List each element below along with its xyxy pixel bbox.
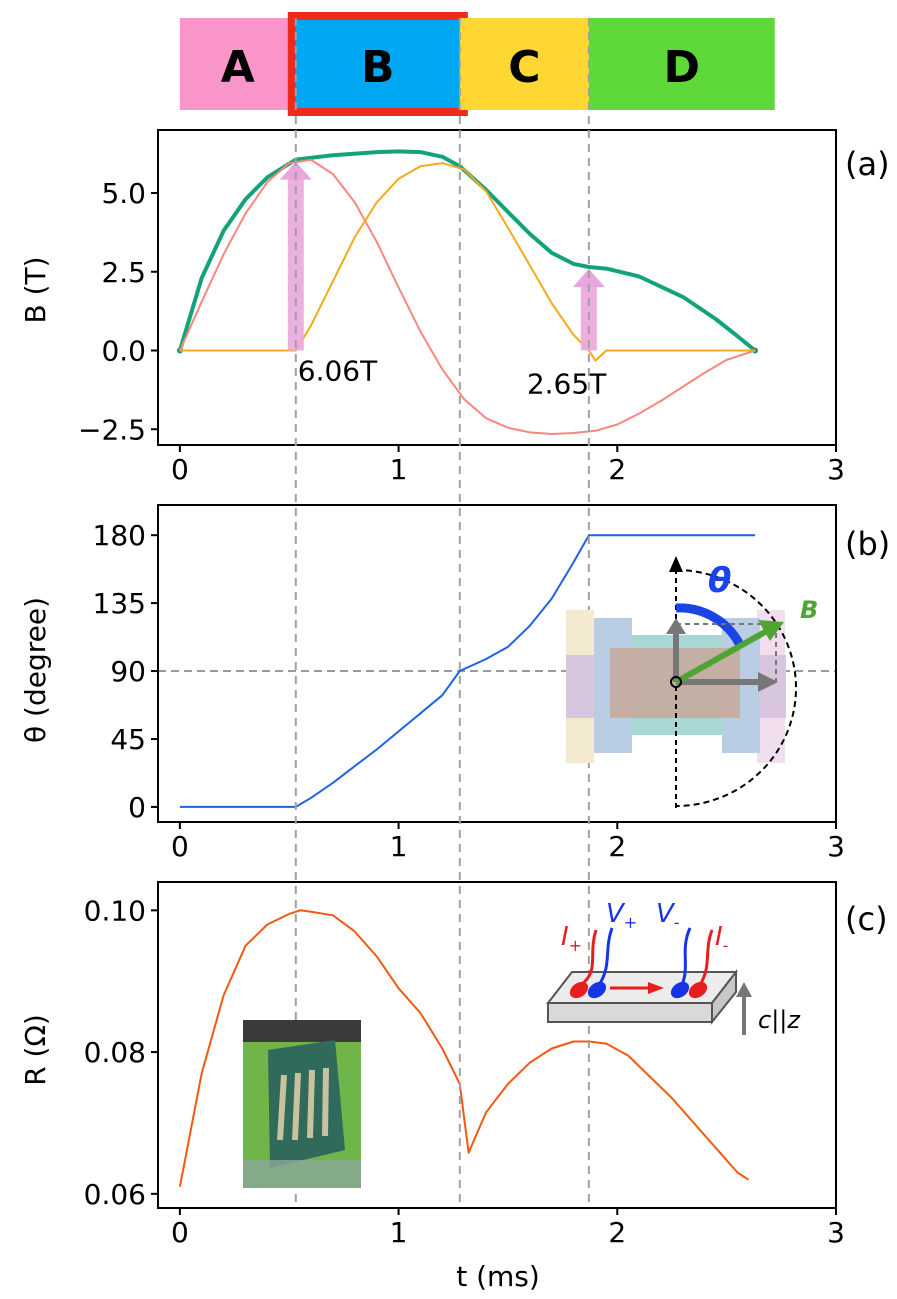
panel-c-resistance-chart: (c) R (Ω) t (ms) 0 1 2 3 0.10 0.08 0.06	[19, 881, 888, 1293]
phase-segment-A	[179, 18, 296, 110]
panel-a-ytick-label-0: 5.0	[101, 177, 146, 210]
c-axis-arrowhead	[736, 982, 752, 997]
slab-front	[547, 1002, 713, 1023]
contact-i-minus	[688, 981, 708, 999]
contact-v-plus	[587, 981, 607, 999]
c-axis-label: c||z	[758, 1006, 801, 1034]
panel-c-label: (c)	[845, 900, 888, 938]
current-arrowhead	[648, 982, 664, 994]
phase-segment-C	[459, 18, 589, 110]
panel-c-xtick-label-2: 2	[608, 1216, 626, 1249]
photo-top-dark	[243, 1020, 361, 1042]
panel-b-series-0	[179, 534, 756, 808]
phase-bar: A B C D	[179, 12, 775, 116]
inset-pad-left-bottom	[566, 718, 594, 763]
panel-b-ytick-label-4: 0	[128, 791, 146, 824]
panel-a-xtick-label-1: 1	[390, 453, 408, 486]
theta-label: θ	[708, 561, 731, 601]
x-axis-label: t (ms)	[456, 1260, 540, 1293]
panel-b-xtick-label-0: 0	[171, 830, 189, 863]
panel-b-xtick-label-2: 2	[608, 830, 626, 863]
b-vector-label: B	[800, 596, 818, 624]
panel-b-xtick-label-1: 1	[390, 830, 408, 863]
inset-vertical-arrowhead	[669, 556, 683, 572]
inset-y-arrowhead	[666, 618, 686, 634]
panel-a-arrow-label-1: 2.65T	[527, 368, 607, 401]
inset-x-arrowhead	[758, 672, 778, 692]
contact-i-plus	[569, 981, 589, 999]
angle-inset-schematic: θ B	[566, 556, 818, 808]
b-vector	[674, 629, 767, 685]
panel-c-ytick-label-2: 0.06	[84, 1178, 146, 1211]
slab-side	[711, 969, 737, 1025]
panel-a-field-chart: (a) B (T) 6.06T 2.65T 0 1 2 3 5.0 2.5 0.0 −2.5	[19, 129, 890, 486]
panel-b-xtick-label-3: 3	[827, 830, 845, 863]
panel-c-ytick-label-1: 0.08	[84, 1036, 146, 1069]
panel-b-frame	[157, 504, 837, 823]
contact-v-minus	[670, 981, 690, 999]
b-vector-arrowhead	[758, 620, 784, 641]
wire-i-plus	[580, 929, 598, 987]
inset-pad-right-bottom	[757, 718, 785, 763]
panel-c-ytick-label-0: 0.10	[84, 894, 146, 927]
panel-a-xtick-label-2: 2	[608, 453, 626, 486]
panel-b-ytick-label-1: 135	[93, 587, 146, 620]
panel-a-xtick-label-3: 3	[827, 453, 845, 486]
panel-c-ylabel: R (Ω)	[19, 1014, 52, 1086]
photo-contact-4	[322, 1067, 329, 1137]
photo-bottom-holder	[243, 1160, 361, 1188]
panel-a-series-2	[179, 162, 756, 362]
wire-v-minus	[680, 927, 692, 986]
panel-a-series-1	[178, 158, 756, 435]
panel-a-xtick-label-0: 0	[171, 453, 189, 486]
phase-label-D: D	[664, 42, 701, 93]
theta-arc	[675, 603, 745, 648]
i-plus-label: I+	[561, 922, 582, 955]
phase-segment-B	[295, 18, 460, 110]
sample-photo-inset	[243, 1020, 361, 1188]
panel-c-xtick-label-0: 0	[171, 1216, 189, 1249]
panel-a-arrow-label-0: 6.06T	[298, 355, 378, 388]
panel-b-ytick-label-0: 180	[93, 519, 146, 552]
panel-b-ylabel: θ (degree)	[19, 597, 52, 743]
panel-a-ytick-label-3: −2.5	[78, 413, 146, 446]
v-minus-label: V-	[656, 899, 680, 932]
photo-contact-3	[307, 1069, 315, 1139]
panel-c-xtick-label-1: 1	[390, 1216, 408, 1249]
panel-a-arrow-shaft-0	[287, 177, 304, 351]
panel-a-arrowhead-1	[572, 269, 605, 288]
panel-b-ytick-label-3: 45	[110, 723, 146, 756]
panel-c-xtick-label-3: 3	[827, 1216, 845, 1249]
inset-pad-left-top	[566, 610, 594, 655]
panel-b-ytick-label-2: 90	[110, 655, 146, 688]
phase-label-C: C	[508, 42, 540, 93]
wire-i-minus	[698, 929, 714, 986]
v-plus-label: V+	[606, 899, 637, 932]
panel-b-label: (b)	[845, 525, 890, 563]
phase-label-A: A	[221, 42, 255, 93]
photo-contact-1	[277, 1074, 287, 1141]
phase-segment-D	[588, 18, 775, 110]
panel-a-ytick-label-1: 2.5	[101, 256, 146, 289]
panel-c-frame	[157, 881, 837, 1209]
panel-a-ytick-label-2: 0.0	[101, 335, 146, 368]
panel-a-ylabel: B (T)	[19, 256, 52, 323]
panel-a-arrowhead-0	[279, 161, 312, 180]
panel-a-series-0	[177, 149, 757, 353]
photo-contact-2	[292, 1072, 301, 1141]
measurement-schematic-inset: I+ V+ V- I- c||z	[545, 899, 801, 1035]
phase-label-B: B	[361, 42, 395, 93]
inset-origin	[670, 676, 682, 688]
wire-v-plus	[597, 927, 614, 986]
panel-a-label: (a)	[845, 145, 890, 183]
panel-a-frame	[157, 129, 837, 446]
i-minus-label: I-	[715, 922, 729, 955]
